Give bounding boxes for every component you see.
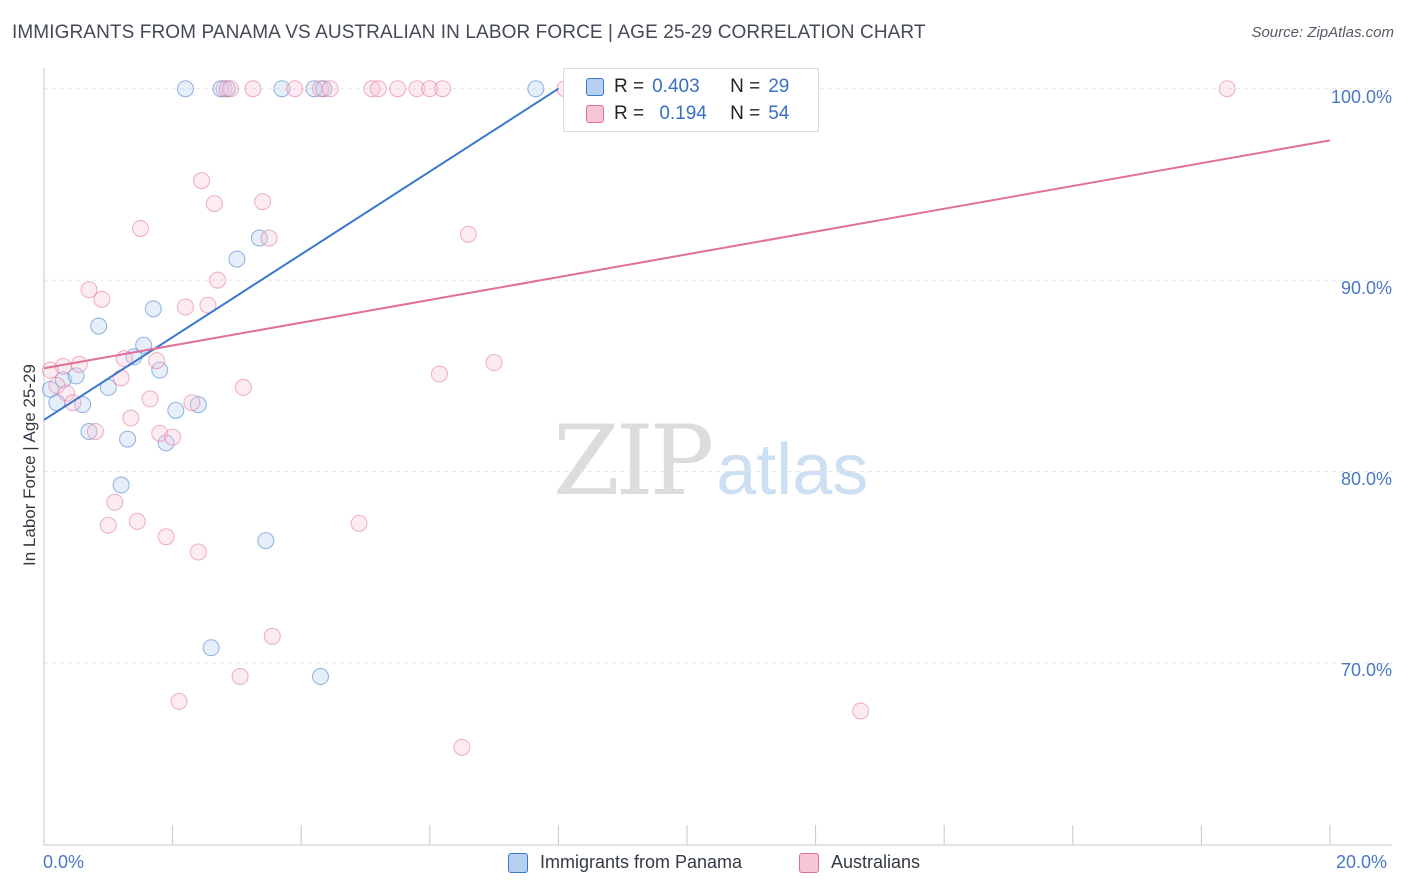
- point-australians-22: [176, 298, 194, 316]
- point-australians-36: [263, 627, 281, 645]
- point-panama-28: [527, 80, 545, 98]
- point-australians-18: [151, 424, 169, 442]
- trendline-australians: [43, 139, 1331, 370]
- legend-r-label: R =: [614, 76, 645, 97]
- chart-title: IMMIGRANTS FROM PANAMA VS AUSTRALIAN IN …: [12, 22, 926, 43]
- point-australians-24: [189, 543, 207, 561]
- point-panama-22: [250, 229, 268, 247]
- series-legend: Immigrants from Panama Australians: [0, 852, 1406, 878]
- point-australians-8: [93, 290, 111, 308]
- point-australians-34: [254, 193, 272, 211]
- legend-swatch-blue: [508, 852, 528, 873]
- legend-label-panama: Immigrants from Panama: [540, 852, 743, 872]
- x-tick-label-max: 20.0%: [1336, 852, 1388, 872]
- point-australians-10: [106, 493, 124, 511]
- point-panama-17: [189, 396, 207, 414]
- x-tick-label-min: 0.0%: [43, 852, 85, 872]
- point-australians-48: [453, 738, 471, 756]
- point-australians-32: [234, 378, 252, 396]
- point-australians-52: [852, 702, 870, 720]
- point-australians-5: [70, 355, 88, 373]
- point-australians-35: [260, 229, 278, 247]
- point-australians-49: [459, 225, 477, 243]
- point-panama-9: [119, 430, 137, 448]
- legend-label-australians: Australians: [831, 852, 921, 872]
- point-australians-46: [434, 80, 452, 98]
- legend-row-panama: R = 0.403 N = 29: [586, 73, 789, 101]
- point-australians-7: [86, 422, 104, 440]
- point-australians-30: [221, 80, 239, 98]
- point-australians-9: [99, 516, 117, 534]
- point-australians-6: [80, 281, 98, 299]
- point-australians-15: [131, 219, 149, 237]
- point-australians-38: [311, 80, 329, 98]
- point-australians-17: [148, 352, 166, 370]
- y-tick-label-70: 70.0%: [1340, 660, 1392, 680]
- legend-n-label: N =: [730, 76, 761, 97]
- legend-r-value-panama: 0.403: [652, 76, 700, 97]
- point-australians-31: [231, 668, 249, 686]
- point-australians-41: [363, 80, 381, 98]
- point-panama-26: [311, 668, 329, 686]
- point-australians-19: [157, 528, 175, 546]
- legend-swatch-pink: [799, 852, 819, 873]
- legend-row-australians: R = 0.194 N = 54: [586, 100, 789, 128]
- y-axis-label: In Labor Force | Age 25-29: [20, 364, 39, 566]
- trendline-panama: [43, 87, 559, 421]
- point-australians-39: [321, 80, 339, 98]
- point-australians-26: [199, 296, 217, 314]
- point-panama-12: [144, 300, 162, 318]
- legend-item-panama[interactable]: Immigrants from Panama: [508, 852, 742, 873]
- point-australians-11: [112, 369, 130, 387]
- point-australians-45: [421, 80, 439, 98]
- point-panama-13: [151, 361, 169, 379]
- legend-n-value-panama: 29: [768, 76, 790, 97]
- point-australians-33: [244, 80, 262, 98]
- legend-item-australians[interactable]: Australians: [799, 852, 920, 873]
- point-australians-3: [58, 384, 76, 402]
- y-tick-label-100: 100.0%: [1330, 87, 1392, 107]
- point-panama-5: [80, 422, 98, 440]
- point-australians-43: [389, 80, 407, 98]
- point-australians-27: [205, 195, 223, 213]
- point-australians-20: [164, 428, 182, 446]
- correlation-legend: R = 0.403 N = 29 R = 0.194 N = 54: [563, 68, 819, 132]
- point-australians-44: [408, 80, 426, 98]
- point-panama-2: [54, 371, 72, 389]
- source-label: Source: ZipAtlas.com: [1251, 24, 1394, 41]
- point-australians-28: [209, 271, 227, 289]
- point-australians-37: [286, 80, 304, 98]
- point-panama-16: [176, 80, 194, 98]
- point-panama-18: [202, 639, 220, 657]
- legend-r-value-australians: 0.194: [659, 103, 707, 124]
- legend-swatch-pink: [586, 105, 604, 123]
- point-australians-23: [183, 394, 201, 412]
- point-panama-14: [157, 434, 175, 452]
- point-australians-16: [141, 390, 159, 408]
- point-australians-13: [122, 409, 140, 427]
- point-panama-21: [228, 250, 246, 268]
- point-australians-21: [170, 692, 188, 710]
- point-australians-42: [369, 80, 387, 98]
- point-panama-24: [273, 80, 291, 98]
- point-panama-15: [167, 401, 185, 419]
- point-panama-8: [112, 476, 130, 494]
- point-australians-50: [485, 354, 503, 372]
- point-panama-23: [257, 532, 275, 550]
- point-australians-40: [350, 514, 368, 532]
- legend-n-value-australians: 54: [768, 103, 790, 124]
- point-panama-6: [90, 317, 108, 335]
- legend-n-label: N =: [730, 103, 761, 124]
- y-tick-label-90: 90.0%: [1340, 278, 1392, 298]
- y-tick-label-80: 80.0%: [1340, 469, 1392, 489]
- point-australians-53: [1218, 80, 1236, 98]
- point-australians-25: [193, 172, 211, 190]
- point-australians-29: [215, 80, 233, 98]
- point-australians-47: [430, 365, 448, 383]
- legend-swatch-blue: [586, 78, 604, 96]
- legend-r-label: R =: [614, 103, 645, 124]
- point-australians-14: [128, 512, 146, 530]
